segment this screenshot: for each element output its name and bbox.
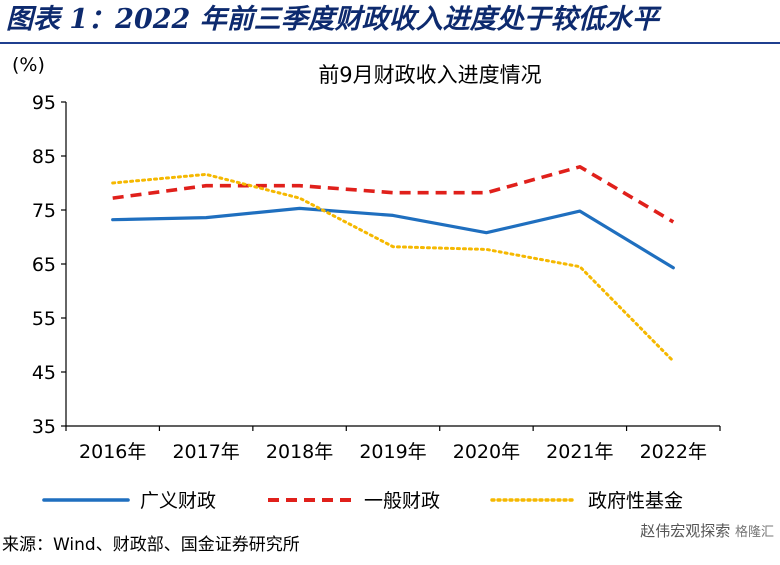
chart-title: 前9月财政收入进度情况 <box>318 63 541 87</box>
line-chart: 前9月财政收入进度情况 (%) 35 45 55 65 75 85 95 2016年 2017… <box>12 54 721 512</box>
watermark-channel: 赵伟宏观探索 <box>640 522 731 540</box>
y-tick-label: 95 <box>32 92 56 114</box>
series-line-2 <box>112 165 675 224</box>
y-tick-label: 65 <box>32 254 56 276</box>
y-axis-unit: (%) <box>12 54 45 76</box>
x-tick-label: 2022年 <box>640 441 707 463</box>
axes <box>61 101 721 431</box>
x-tick-label: 2018年 <box>266 441 333 463</box>
x-tick-label: 2016年 <box>79 441 146 463</box>
legend-label: 广义财政 <box>140 490 216 512</box>
y-tick-labels: 35 45 55 65 75 85 95 <box>32 92 56 438</box>
legend-label: 政府性基金 <box>588 490 683 512</box>
watermark-brand: 格隆汇 <box>734 525 774 540</box>
y-tick-label: 45 <box>32 362 56 384</box>
y-tick-label: 35 <box>32 416 56 438</box>
series-lines <box>111 165 675 363</box>
y-tick-label: 55 <box>32 308 56 330</box>
source-note: 来源：Wind、财政部、国金证券研究所 <box>2 535 300 555</box>
x-tick-label: 2020年 <box>453 441 520 463</box>
series-line-3 <box>111 172 675 363</box>
watermark: 赵伟宏观探索 格隆汇 <box>640 520 774 541</box>
y-tick-label: 85 <box>32 146 56 168</box>
figure-title: 图表 1：2022 年前三季度财政收入进度处于较低水平 <box>6 4 659 35</box>
series-line-1 <box>111 206 675 270</box>
legend-label: 一般财政 <box>364 490 440 512</box>
legend: 广义财政 一般财政 政府性基金 <box>42 490 683 512</box>
x-tick-labels: 2016年 2017年 2018年 2019年 2020年 2021年 2022年 <box>79 441 707 463</box>
title-divider <box>0 42 780 44</box>
x-tick-label: 2021年 <box>546 441 613 463</box>
x-tick-label: 2019年 <box>359 441 426 463</box>
y-tick-label: 75 <box>32 200 56 222</box>
x-tick-label: 2017年 <box>172 441 239 463</box>
